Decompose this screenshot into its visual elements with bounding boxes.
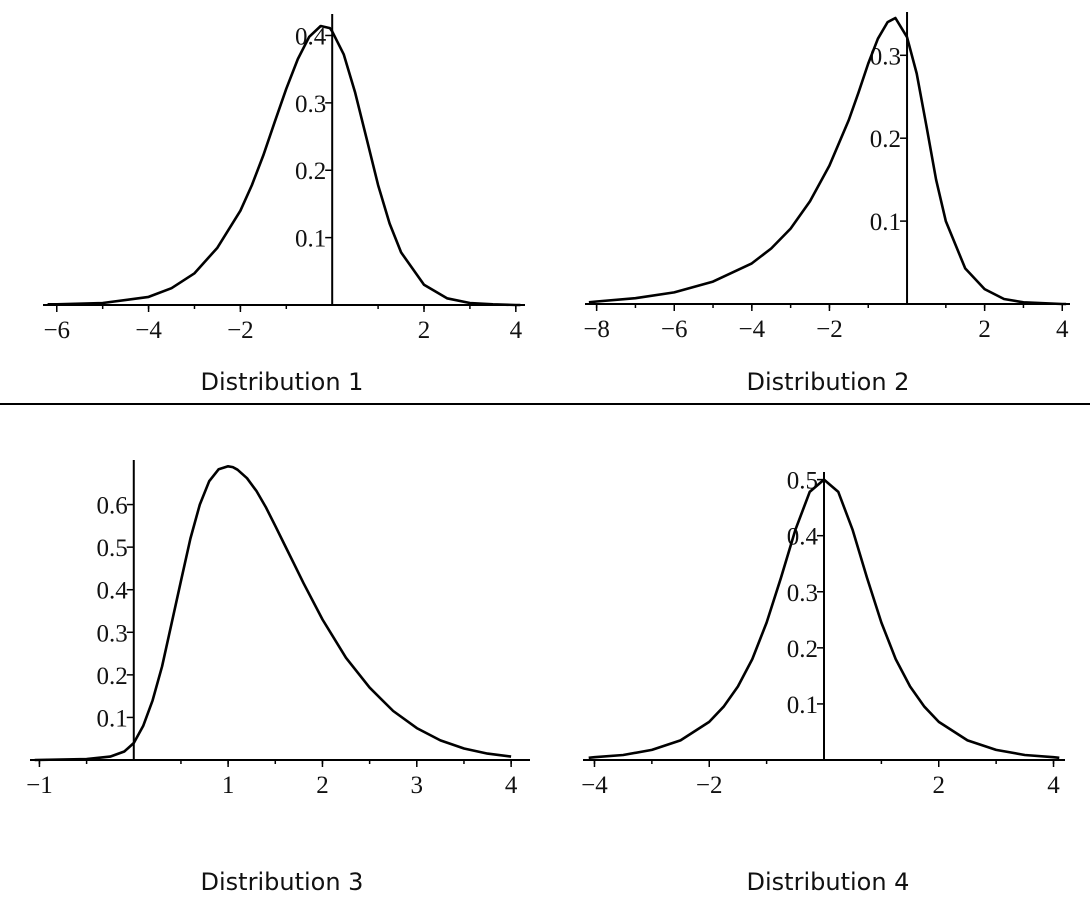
y-tick-label: 0.4 xyxy=(97,578,129,605)
distribution-2-caption: Distribution 2 xyxy=(747,368,910,396)
distribution-1-chart: −6 −4 −2 2 40.10.20.30.4 Distribution 1 xyxy=(43,14,525,396)
x-tick-label: −4 xyxy=(135,317,162,344)
distribution-4-caption: Distribution 4 xyxy=(747,868,910,896)
y-tick-label: 0.3 xyxy=(97,620,128,647)
x-tick-label: 3 xyxy=(411,772,424,799)
x-tick-label: 4 xyxy=(505,772,518,799)
y-tick-label: 0.3 xyxy=(787,580,818,607)
y-tick-label: 0.1 xyxy=(295,226,326,253)
y-tick-label: 0.1 xyxy=(97,705,128,732)
y-tick-label: 0.2 xyxy=(787,636,818,663)
distribution-4-chart: −4 −2 2 40.10.20.30.40.5 Distribution 4 xyxy=(581,468,1065,896)
x-tick-label: −6 xyxy=(661,316,688,343)
y-tick-label: 0.1 xyxy=(787,692,818,719)
x-tick-label: −8 xyxy=(583,316,610,343)
x-tick-label: 2 xyxy=(978,316,991,343)
x-tick-label: 1 xyxy=(222,772,235,799)
y-tick-label: 0.6 xyxy=(97,493,128,520)
x-tick-label: −6 xyxy=(43,317,70,344)
y-tick-label: 0.5 xyxy=(787,468,818,495)
x-tick-label: 2 xyxy=(933,772,946,799)
x-tick-label: −4 xyxy=(739,316,766,343)
y-tick-label: 0.1 xyxy=(870,209,901,236)
distribution-1-caption: Distribution 1 xyxy=(201,368,364,396)
y-tick-label: 0.5 xyxy=(97,535,128,562)
x-tick-label: 4 xyxy=(1056,316,1069,343)
y-tick-label: 0.2 xyxy=(295,158,326,185)
distribution-2-curve xyxy=(588,16,1067,306)
x-tick-label: 4 xyxy=(510,317,523,344)
x-tick-label: −2 xyxy=(227,317,254,344)
distribution-3-caption: Distribution 3 xyxy=(201,868,364,896)
x-tick-label: −2 xyxy=(696,772,723,799)
distribution-3-curve xyxy=(34,465,512,762)
x-tick-label: −1 xyxy=(26,772,53,799)
y-tick-label: 0.2 xyxy=(870,126,901,153)
y-tick-label: 0.3 xyxy=(295,91,326,118)
x-tick-label: 2 xyxy=(316,772,329,799)
x-tick-label: −2 xyxy=(816,316,843,343)
x-tick-label: 2 xyxy=(418,317,431,344)
y-tick-label: 0.2 xyxy=(97,663,128,690)
distribution-4-curve xyxy=(588,478,1060,760)
x-tick-label: 4 xyxy=(1047,772,1060,799)
distribution-1-curve xyxy=(47,24,521,307)
x-tick-label: −4 xyxy=(581,772,608,799)
distribution-2-chart: −8 −6 −4 −2 2 40.10.20.3 Distribution 2 xyxy=(583,12,1070,396)
distribution-3-chart: −1 1 2 3 4 0.1 0.2 0.3 0.4 0.5 0.6 Distribution 3 xyxy=(26,460,530,896)
